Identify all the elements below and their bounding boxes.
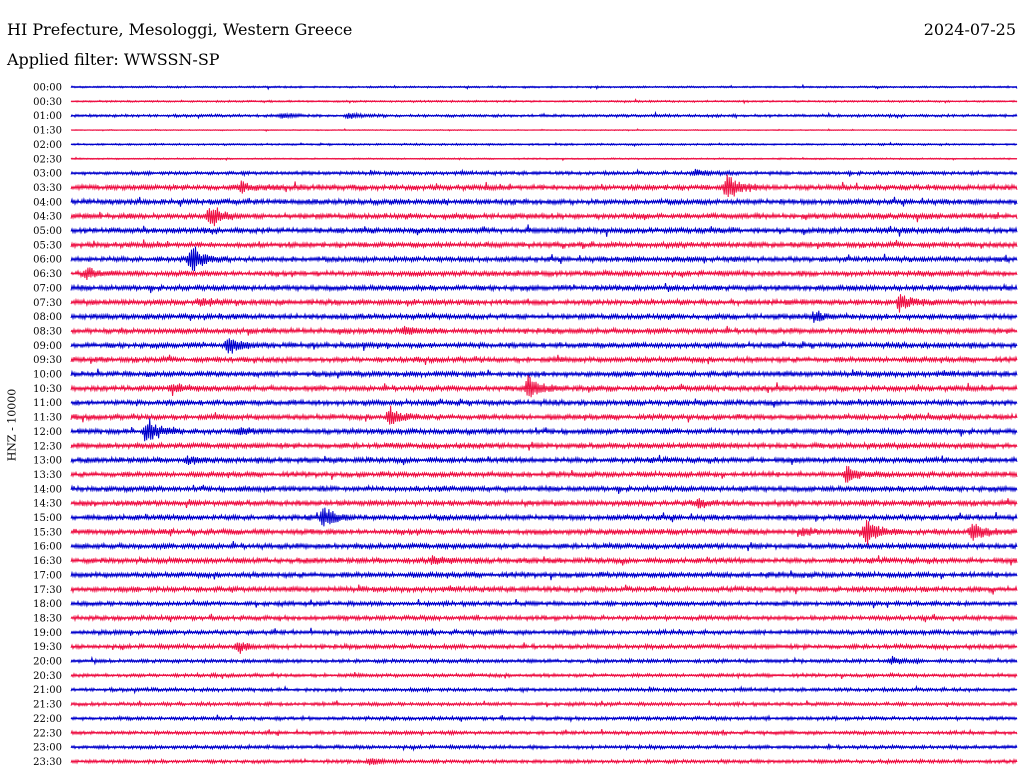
trace-row-16: [70, 310, 1018, 323]
trace-row-41: [70, 671, 1018, 680]
row-time-label: 21:00: [33, 685, 62, 696]
row-time-label: 22:30: [33, 728, 62, 739]
row-time-label: 18:00: [33, 599, 62, 610]
row-time-label: 09:00: [33, 341, 62, 352]
row-time-label: 01:00: [33, 111, 62, 122]
trace-row-39: [70, 642, 1018, 654]
row-time-label: 02:30: [33, 154, 62, 165]
row-time-label: 14:30: [33, 499, 62, 510]
trace-row-9: [70, 207, 1018, 227]
row-time-label: 12:00: [33, 427, 62, 438]
row-time-label: 05:00: [33, 226, 62, 237]
row-time-label: 10:30: [33, 384, 62, 395]
trace-row-7: [70, 174, 1018, 198]
row-time-label: 00:30: [33, 97, 62, 108]
row-time-label: 13:00: [33, 456, 62, 467]
row-time-label: 20:30: [33, 671, 62, 682]
row-time-label: 03:00: [33, 169, 62, 180]
filter-label: Applied filter: WWSSN-SP: [7, 50, 220, 69]
trace-row-24: [70, 418, 1018, 442]
row-time-label: 07:00: [33, 283, 62, 294]
row-time-label: 15:30: [33, 527, 62, 538]
row-time-label: 05:30: [33, 240, 62, 251]
row-time-label: 06:00: [33, 255, 62, 266]
row-time-label: 07:30: [33, 298, 62, 309]
row-time-label: 09:30: [33, 355, 62, 366]
row-time-label: 06:30: [33, 269, 62, 280]
row-time-label: 08:30: [33, 326, 62, 337]
row-time-label: 02:00: [33, 140, 62, 151]
row-time-label: 04:00: [33, 197, 62, 208]
trace-row-40: [70, 655, 1018, 666]
row-time-label: 17:00: [33, 570, 62, 581]
row-time-label: 11:30: [33, 413, 62, 424]
row-time-label: 21:30: [33, 700, 62, 711]
row-time-label: 18:30: [33, 613, 62, 624]
row-time-label: 16:00: [33, 542, 62, 553]
row-time-label: 14:00: [33, 484, 62, 495]
row-time-label: 04:30: [33, 212, 62, 223]
trace-row-27: [70, 465, 1018, 483]
row-time-label: 13:30: [33, 470, 62, 481]
row-time-label: 17:30: [33, 585, 62, 596]
trace-row-31: [70, 519, 1018, 545]
row-time-label: 12:30: [33, 441, 62, 452]
trace-row-18: [70, 338, 1018, 354]
row-time-label: 20:00: [33, 657, 62, 668]
chart-title: HI Prefecture, Mesologgi, Western Greece: [7, 20, 353, 39]
row-time-label: 10:00: [33, 370, 62, 381]
row-time-label: 00:00: [33, 83, 62, 94]
row-time-label: 19:00: [33, 628, 62, 639]
row-time-label: 22:00: [33, 714, 62, 725]
trace-row-14: [70, 282, 1018, 294]
row-time-label: 15:00: [33, 513, 62, 524]
row-time-label: 23:00: [33, 743, 62, 754]
row-time-label: 08:00: [33, 312, 62, 323]
row-time-label: 19:30: [33, 642, 62, 653]
trace-row-23: [70, 405, 1018, 425]
row-time-label: 03:30: [33, 183, 62, 194]
trace-row-15: [70, 294, 1018, 313]
row-time-label: 01:30: [33, 126, 62, 137]
trace-row-11: [70, 239, 1018, 250]
chart-date: 2024-07-25: [923, 20, 1016, 39]
row-time-label: 23:30: [33, 757, 62, 768]
trace-row-21: [70, 374, 1018, 398]
trace-row-28: [70, 484, 1018, 494]
row-time-label: 16:30: [33, 556, 62, 567]
row-time-label: 11:00: [33, 398, 62, 409]
